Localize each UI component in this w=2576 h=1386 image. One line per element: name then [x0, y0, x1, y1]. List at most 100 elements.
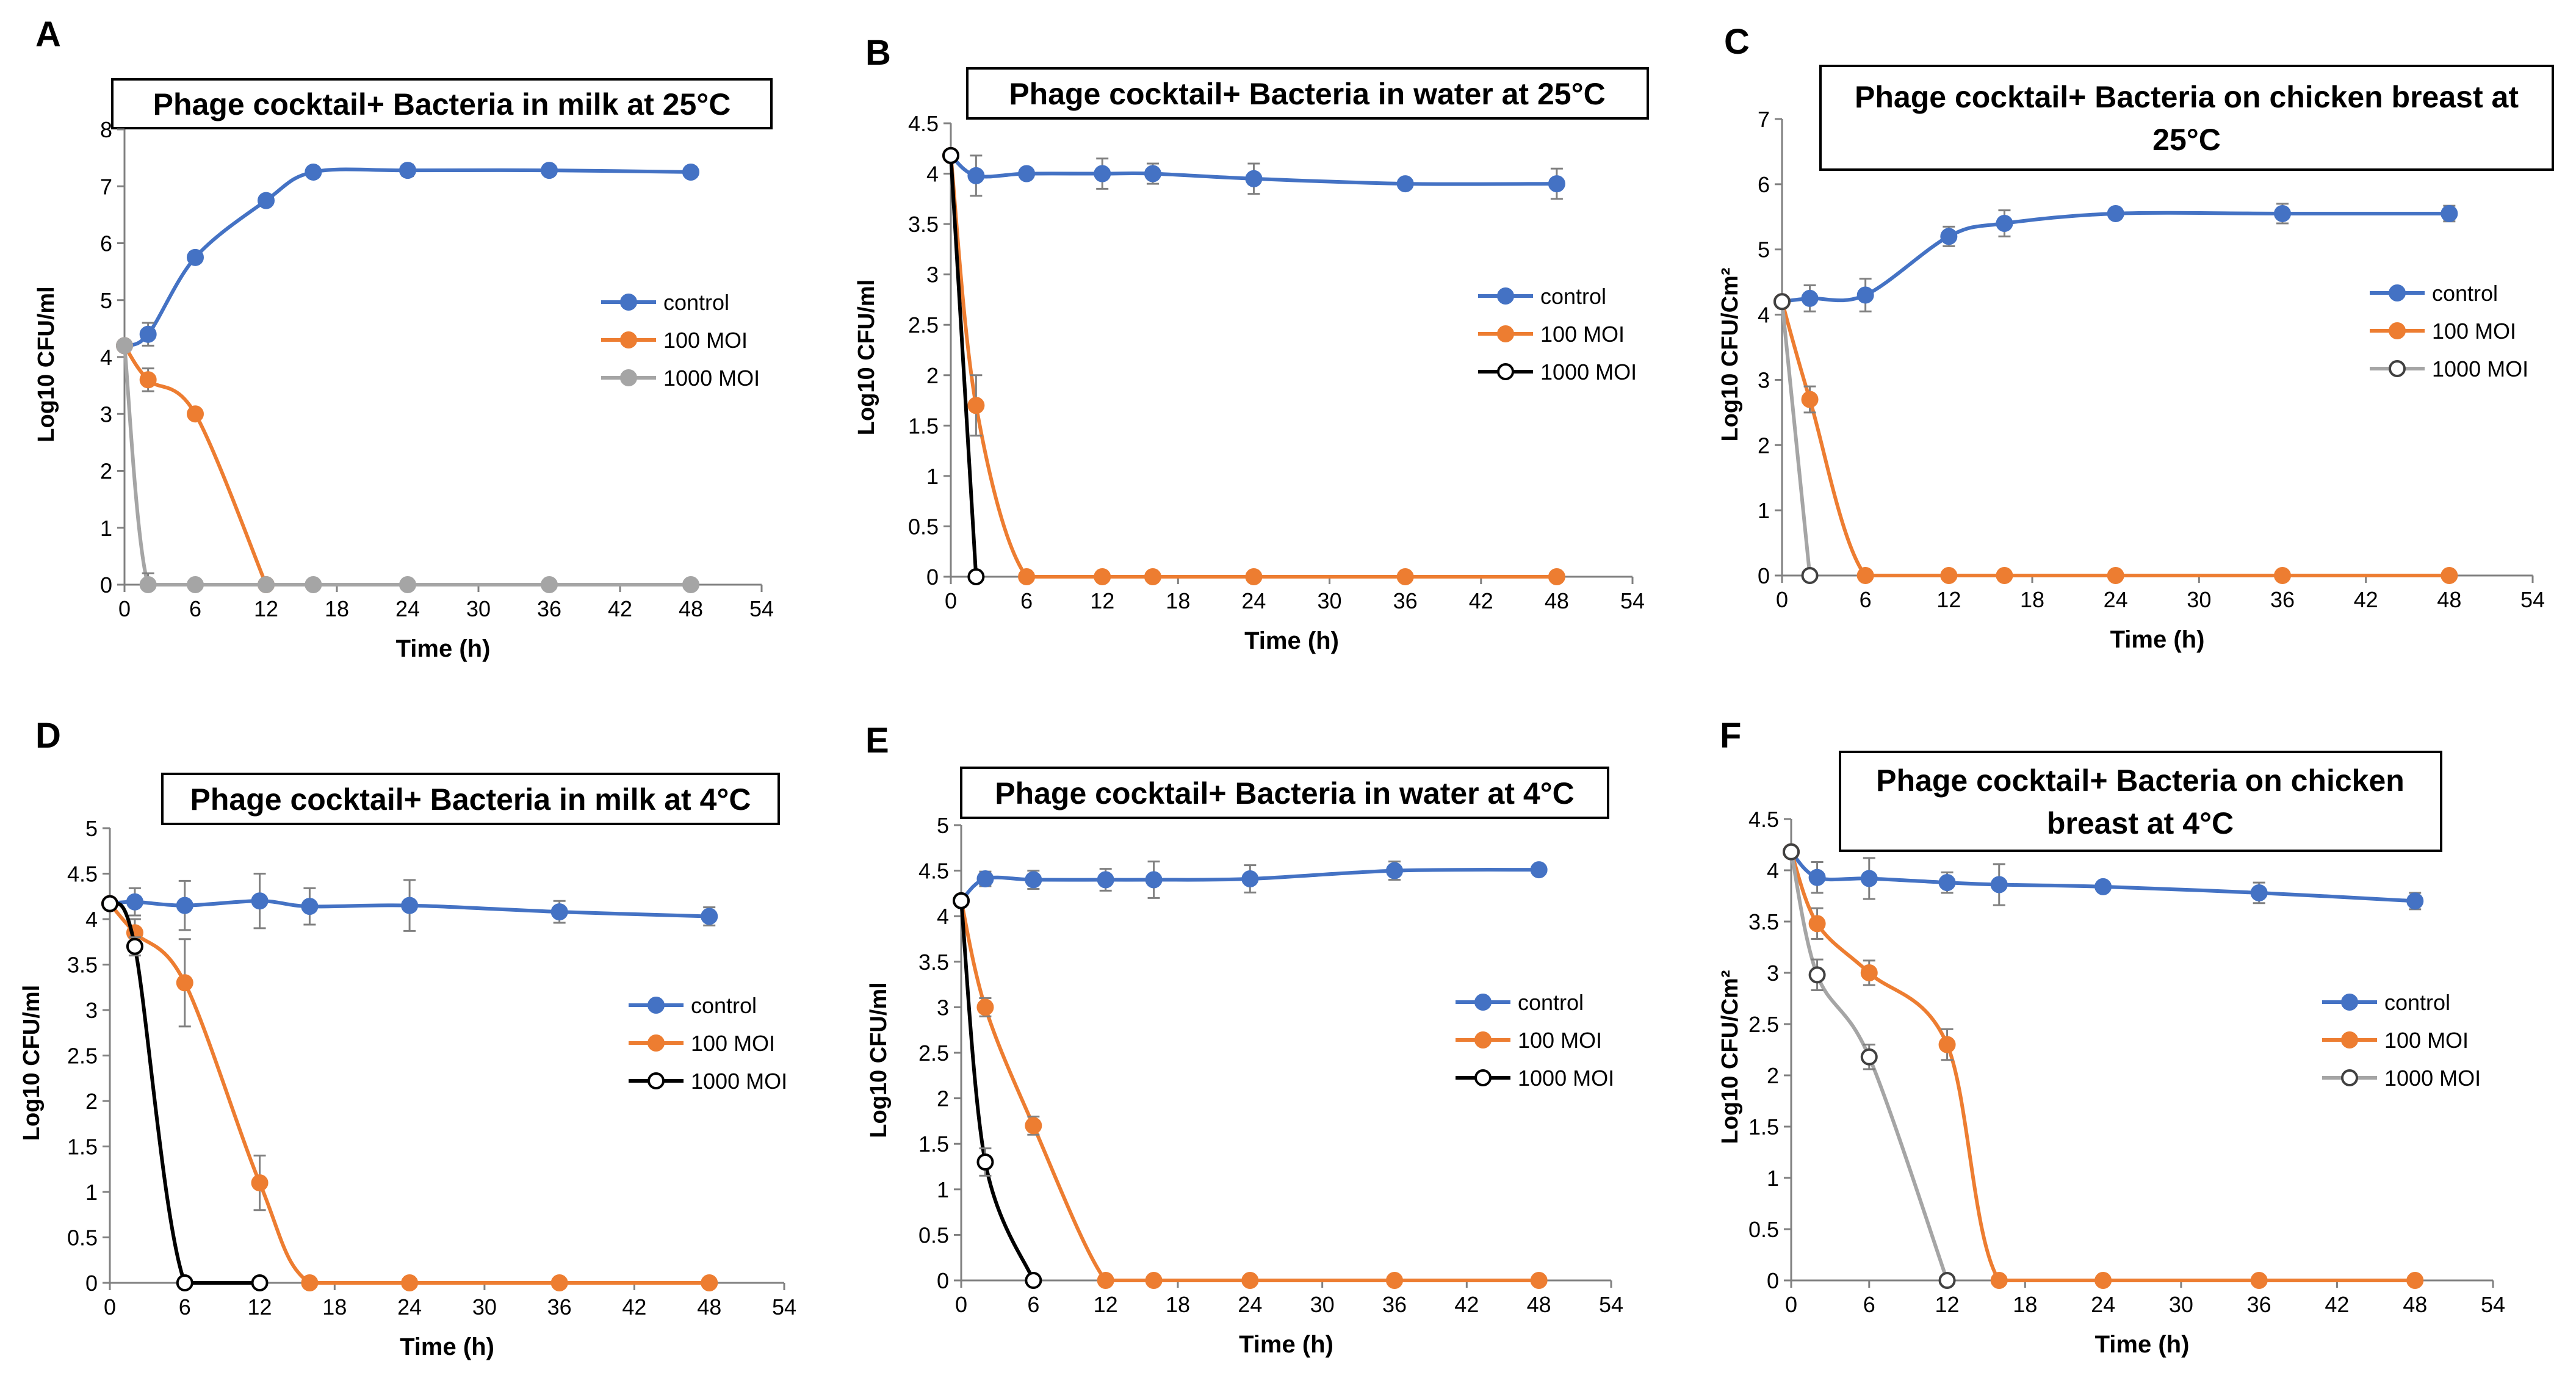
- legend-entry: 100 MOI: [691, 1031, 775, 1056]
- y-tick-label: 5: [100, 288, 112, 313]
- y-tick-label: 1: [85, 1180, 98, 1205]
- series-1000-moi: [116, 337, 699, 593]
- y-tick-label: 1.5: [908, 413, 939, 438]
- data-point: [1396, 175, 1414, 193]
- series-line: [949, 155, 978, 577]
- legend-swatch-marker: [1497, 325, 1514, 342]
- data-point: [187, 405, 204, 423]
- data-point: [967, 568, 985, 585]
- y-tick-label: 4: [926, 162, 939, 187]
- chart-title-box: [111, 78, 773, 129]
- data-point: [187, 576, 204, 593]
- data-point: [1940, 567, 1958, 584]
- series-line: [1781, 211, 2450, 304]
- data-point: [1241, 870, 1259, 888]
- series-control: [1783, 843, 2424, 911]
- series-100-moi: [1783, 843, 2424, 1289]
- data-point: [2107, 204, 2124, 222]
- x-tick-label: 18: [322, 1294, 347, 1319]
- data-point: [251, 1274, 269, 1291]
- data-point: [1386, 862, 1403, 879]
- data-point: [1856, 286, 1874, 304]
- legend-swatch-marker: [620, 294, 637, 311]
- y-tick-label: 1: [1758, 498, 1770, 523]
- y-tick-label: 0.5: [1748, 1217, 1779, 1242]
- x-tick-label: 36: [2270, 587, 2295, 612]
- x-tick-label: 0: [1776, 587, 1788, 612]
- series-control: [942, 146, 1565, 200]
- x-tick-label: 6: [1860, 587, 1872, 612]
- y-tick-label: 4: [1758, 303, 1770, 328]
- data-point: [258, 192, 275, 209]
- data-point: [1783, 843, 1800, 861]
- legend-entry: control: [1518, 990, 1584, 1015]
- x-tick-label: 6: [189, 596, 201, 621]
- series-1000-moi: [953, 892, 1042, 1289]
- y-axis-label: Log10 CFU/ml: [19, 985, 45, 1141]
- x-tick-label: 36: [1382, 1292, 1407, 1317]
- y-axis-label: Log10 CFU/ml: [866, 982, 892, 1138]
- series-100-moi: [1773, 293, 2458, 584]
- series-100-moi: [101, 895, 718, 1291]
- x-tick-label: 24: [1238, 1292, 1262, 1317]
- data-point: [251, 892, 269, 910]
- y-tick-label: 0: [926, 565, 939, 590]
- x-tick-label: 12: [1935, 1292, 1960, 1317]
- x-tick-label: 54: [1599, 1292, 1623, 1317]
- legend-swatch-marker: [2389, 284, 2406, 301]
- data-point: [1856, 567, 1874, 584]
- data-point: [976, 998, 994, 1016]
- legend-swatch-marker: [1497, 363, 1514, 380]
- y-tick-label: 6: [1758, 172, 1770, 197]
- data-point: [176, 1274, 193, 1291]
- x-tick-label: 6: [1020, 588, 1033, 613]
- data-point: [1386, 1272, 1403, 1289]
- data-point: [1245, 170, 1263, 187]
- data-point: [1097, 871, 1114, 889]
- data-point: [1548, 568, 1565, 585]
- data-point: [251, 1174, 269, 1192]
- x-axis-label: Time (h): [2095, 1331, 2190, 1358]
- x-tick-label: 54: [1620, 588, 1645, 613]
- y-tick-label: 2.5: [918, 1041, 949, 1066]
- y-tick-label: 0.5: [67, 1225, 98, 1251]
- x-tick-label: 54: [772, 1294, 796, 1319]
- data-point: [541, 162, 558, 179]
- x-tick-label: 6: [179, 1294, 191, 1319]
- y-tick-label: 2: [1758, 433, 1770, 458]
- data-point: [701, 908, 718, 925]
- x-tick-label: 30: [1310, 1292, 1335, 1317]
- data-point: [258, 576, 275, 593]
- chart-title-line: Phage cocktail+ Bacteria on chicken brea…: [1855, 80, 2519, 114]
- panel-d: D Phage cocktail+ Bacteria in milk at 4°C…: [19, 716, 796, 1360]
- legend-swatch-marker: [1474, 994, 1492, 1011]
- x-tick-label: 48: [2437, 587, 2461, 612]
- data-point: [2441, 204, 2458, 222]
- x-tick-label: 12: [248, 1294, 272, 1319]
- data-point: [2441, 567, 2458, 584]
- x-tick-label: 30: [1318, 588, 1342, 613]
- y-tick-label: 2: [926, 363, 939, 388]
- legend: control 100 MOI 1000 MOI: [2322, 990, 2481, 1091]
- legend-swatch-marker: [2389, 360, 2406, 377]
- y-tick-label: 3.5: [1748, 909, 1779, 934]
- x-tick-label: 42: [622, 1294, 646, 1319]
- x-tick-label: 0: [945, 588, 957, 613]
- y-tick-label: 0: [1767, 1268, 1779, 1293]
- series-line: [108, 901, 260, 1285]
- data-point: [399, 576, 416, 593]
- x-tick-label: 12: [1090, 588, 1114, 613]
- y-axis-label: Log10 CFU/ml: [34, 286, 59, 442]
- legend-entry: 100 MOI: [663, 328, 748, 353]
- x-tick-label: 42: [1454, 1292, 1479, 1317]
- data-point: [1801, 391, 1819, 408]
- data-point: [1801, 289, 1819, 307]
- y-tick-label: 0.5: [908, 514, 939, 539]
- data-point: [1996, 214, 2013, 232]
- series-100-moi: [953, 892, 1548, 1289]
- data-point: [1018, 165, 1036, 182]
- data-point: [1025, 1272, 1042, 1289]
- series-line: [123, 167, 691, 348]
- data-point: [550, 1274, 568, 1291]
